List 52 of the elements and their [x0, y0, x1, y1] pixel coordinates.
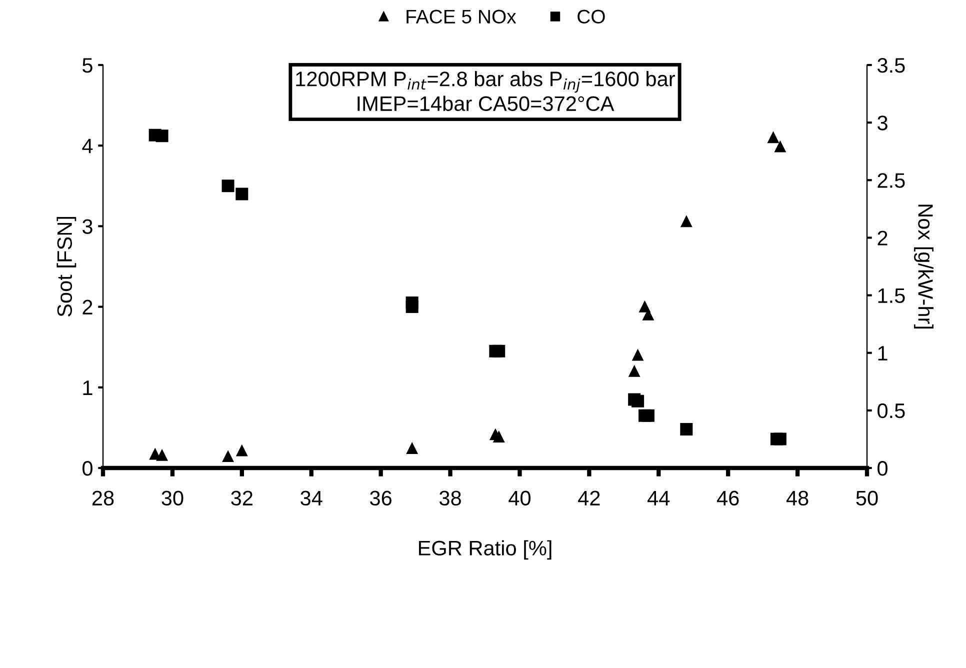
- legend-label: FACE 5 NOx: [406, 10, 516, 24]
- y-axis-title: Soot [FSN]: [56, 217, 76, 316]
- y2-tick-label: 0: [878, 461, 888, 476]
- y-tick-label: 2: [82, 300, 92, 314]
- x-tick-label: 50: [856, 490, 878, 506]
- point: [236, 188, 248, 200]
- y2-axis-title: Nox [g/kW-hr]: [914, 204, 934, 328]
- y2-tick-label: 1: [878, 346, 888, 360]
- x-tick-label: 28: [92, 490, 114, 506]
- point: [156, 130, 168, 142]
- point: [632, 350, 644, 361]
- y-tick-label: 0: [82, 461, 92, 476]
- point: [774, 141, 786, 152]
- y-tick-label: 5: [82, 58, 92, 73]
- point: [406, 442, 418, 454]
- x-tick-label: 30: [162, 490, 184, 506]
- y-tick-label: 4: [82, 138, 93, 154]
- point: [768, 132, 779, 144]
- y2-tick-label: 1.5: [878, 288, 905, 304]
- point: [680, 423, 693, 436]
- annotation: 1200RPM P$_{int}$=2.8 bar abs P$_{inj}$=1600 bar IMEP=14bar CA50=372°CA: [296, 71, 675, 112]
- point: [493, 431, 504, 442]
- point: [639, 301, 650, 312]
- point: [222, 450, 234, 462]
- point: [628, 366, 640, 377]
- y2-tick-label: 3.5: [878, 58, 905, 73]
- x-tick-label: 40: [508, 490, 530, 506]
- x-tick-label: 36: [370, 490, 392, 506]
- point: [774, 432, 786, 446]
- point: [642, 409, 654, 422]
- y2-tick-label: 3: [878, 116, 888, 130]
- point: [680, 216, 692, 228]
- x-axis-title: EGR Ratio [%]: [418, 540, 552, 560]
- point: [236, 445, 248, 456]
- point: [632, 394, 644, 408]
- x-tick-label: 48: [786, 490, 808, 506]
- legend-label: CO: [578, 10, 605, 24]
- y2-tick-label: 2.5: [878, 173, 905, 188]
- point: [406, 300, 418, 314]
- x-tick-label: 42: [578, 490, 600, 506]
- point: [156, 450, 168, 461]
- x-tick-label: 32: [231, 490, 252, 506]
- y-tick-label: 3: [82, 219, 92, 234]
- y2-tick-label: 0.5: [878, 403, 905, 418]
- x-tick-label: 34: [300, 490, 322, 506]
- x-tick-label: 38: [439, 490, 461, 506]
- x-tick-label: 46: [716, 490, 739, 506]
- y-tick-label: 1: [83, 380, 92, 395]
- x-tick-label: 44: [648, 490, 670, 506]
- point: [492, 344, 506, 358]
- point: [222, 180, 234, 192]
- y2-tick-label: 2: [878, 230, 888, 246]
